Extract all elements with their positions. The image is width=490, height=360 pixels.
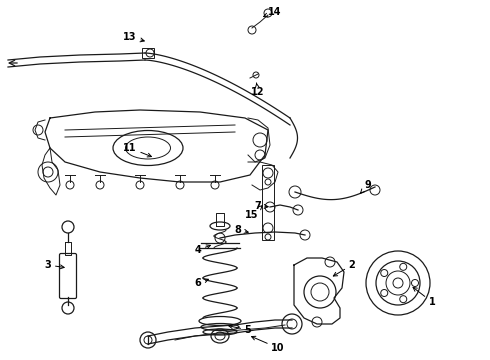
Text: 12: 12 [251,83,265,97]
Text: 14: 14 [264,7,282,17]
Text: 3: 3 [45,260,64,270]
Text: 2: 2 [333,260,355,276]
Bar [142,48,154,58]
Text: 9: 9 [361,180,371,193]
Text: 15: 15 [245,206,262,220]
Text: 10: 10 [251,336,285,353]
Text: 11: 11 [123,143,151,157]
Text: 7: 7 [255,201,268,211]
Text: 8: 8 [235,225,248,235]
Text: 13: 13 [123,32,144,42]
Text: 4: 4 [195,245,210,255]
Text: 1: 1 [413,287,436,307]
Text: 5: 5 [229,325,251,335]
Bar [262,165,274,240]
Text: 6: 6 [195,278,208,288]
